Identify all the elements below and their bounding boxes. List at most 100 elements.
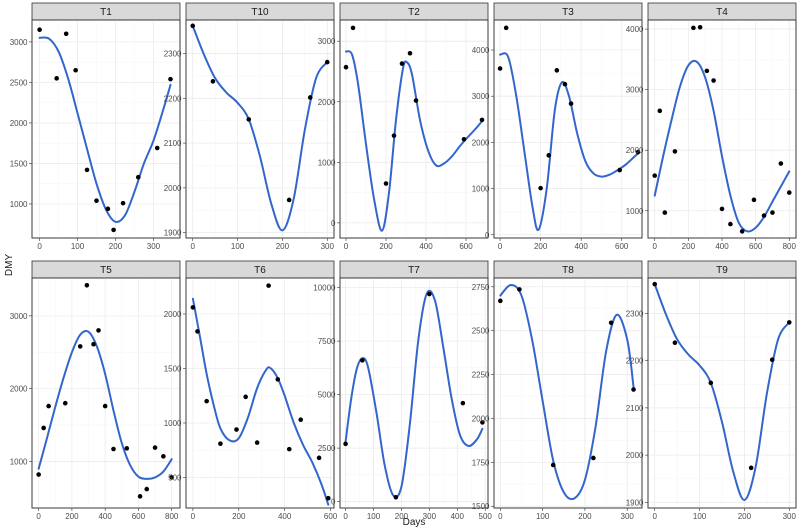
data-point — [769, 357, 775, 363]
y-axis-title: DMY — [4, 254, 15, 277]
data-point — [719, 206, 725, 212]
x-tick-label: 400 — [419, 242, 433, 251]
data-point — [324, 59, 330, 65]
panel-border — [31, 277, 181, 509]
data-point — [137, 494, 143, 499]
panel-t4: T4 0 200 400 600 800 1000 2000 3000 4000 — [626, 2, 797, 251]
y-tick-label: 2000 — [472, 138, 490, 147]
data-point — [503, 25, 509, 31]
x-tick-label: 400 — [451, 512, 465, 521]
x-tick-label: 0 — [653, 242, 658, 251]
x-tick-label: 0 — [191, 242, 196, 251]
smooth-line — [37, 330, 173, 480]
data-point — [84, 282, 90, 288]
y-tick-label: 2500 — [318, 444, 336, 453]
facet-strip-label: T6 — [254, 265, 266, 276]
x-tick-label: 0 — [37, 242, 42, 251]
x-tick-label: 800 — [783, 242, 797, 251]
x-tick-label: 100 — [693, 512, 707, 521]
smooth-line — [653, 283, 791, 501]
y-tick-label: 1000 — [10, 200, 28, 209]
data-point — [325, 495, 331, 501]
data-point — [480, 420, 485, 425]
x-tick-label: 300 — [621, 512, 635, 521]
y-tick-label: 1500 — [472, 502, 490, 511]
data-point — [708, 380, 714, 386]
data-point — [73, 67, 78, 73]
y-tick-label: 1000 — [164, 419, 182, 428]
x-tick-label: 200 — [65, 512, 79, 521]
x-tick-label: 600 — [324, 512, 338, 521]
data-point — [546, 153, 552, 158]
panel-border — [31, 19, 181, 239]
data-point — [168, 76, 173, 82]
y-tick-label: 2100 — [626, 404, 644, 413]
data-point — [286, 197, 292, 203]
data-point — [307, 95, 313, 100]
data-point — [254, 440, 260, 445]
facet-strip-label: T3 — [562, 7, 574, 18]
y-tick-label: 0 — [331, 498, 336, 507]
data-point — [96, 328, 101, 333]
y-tick-label: 2200 — [626, 357, 644, 366]
data-point — [652, 281, 658, 287]
data-point — [154, 145, 160, 151]
data-point — [286, 446, 292, 452]
data-point — [461, 136, 467, 142]
x-tick-label: 0 — [343, 512, 348, 521]
panel-background — [493, 277, 643, 509]
panel-background — [185, 277, 335, 509]
y-tick-label: 2000 — [472, 414, 490, 423]
data-point — [41, 425, 46, 431]
data-point — [697, 24, 703, 30]
data-point — [190, 23, 196, 29]
x-tick-label: 0 — [498, 512, 503, 521]
data-point — [770, 210, 775, 215]
smooth-line — [653, 59, 791, 233]
data-point — [786, 190, 792, 195]
x-tick-label: 100 — [536, 512, 550, 521]
smooth-line — [499, 284, 635, 501]
panel-border — [493, 277, 643, 509]
x-tick-label: 0 — [498, 242, 503, 251]
data-point — [124, 446, 130, 451]
y-tick-label: 4000 — [626, 25, 644, 34]
panel-border — [339, 277, 489, 509]
y-tick-label: 1000 — [10, 457, 28, 466]
y-tick-label: 1750 — [472, 458, 490, 467]
data-point — [243, 394, 248, 400]
data-point — [343, 441, 348, 447]
facet-strip-label: T5 — [100, 265, 112, 276]
y-tick-label: 2100 — [164, 139, 182, 148]
data-point — [691, 25, 696, 31]
data-point — [234, 427, 239, 432]
x-tick-label: 200 — [578, 512, 592, 521]
panel-background — [493, 19, 643, 239]
y-tick-label: 1500 — [164, 364, 182, 373]
data-point — [316, 455, 322, 461]
y-tick-label: 5000 — [318, 391, 336, 400]
y-tick-label: 2000 — [164, 184, 182, 193]
panel-background — [339, 277, 489, 509]
x-tick-label: 0 — [653, 512, 658, 521]
panel-t3: T3 0 200 400 600 0 1000 2000 3000 4000 — [472, 2, 643, 251]
data-point — [84, 167, 90, 173]
data-point — [554, 68, 560, 73]
y-tick-label: 4000 — [472, 46, 490, 55]
x-tick-label: 600 — [132, 512, 146, 521]
data-point — [195, 329, 200, 334]
data-point — [190, 305, 196, 310]
y-tick-label: 1000 — [626, 207, 644, 216]
x-tick-label: 600 — [615, 242, 629, 251]
x-tick-label: 200 — [534, 242, 548, 251]
y-tick-label: 3000 — [626, 86, 644, 95]
data-point — [343, 64, 349, 70]
panel-t8: T8 0 100 200 300 1500 1750 2000 2250 2500 2750 — [472, 260, 643, 521]
y-tick-label: 1900 — [164, 229, 182, 238]
data-point — [350, 25, 356, 31]
panel-border — [339, 19, 489, 239]
x-tick-label: 500 — [479, 512, 493, 521]
data-point — [479, 117, 485, 123]
